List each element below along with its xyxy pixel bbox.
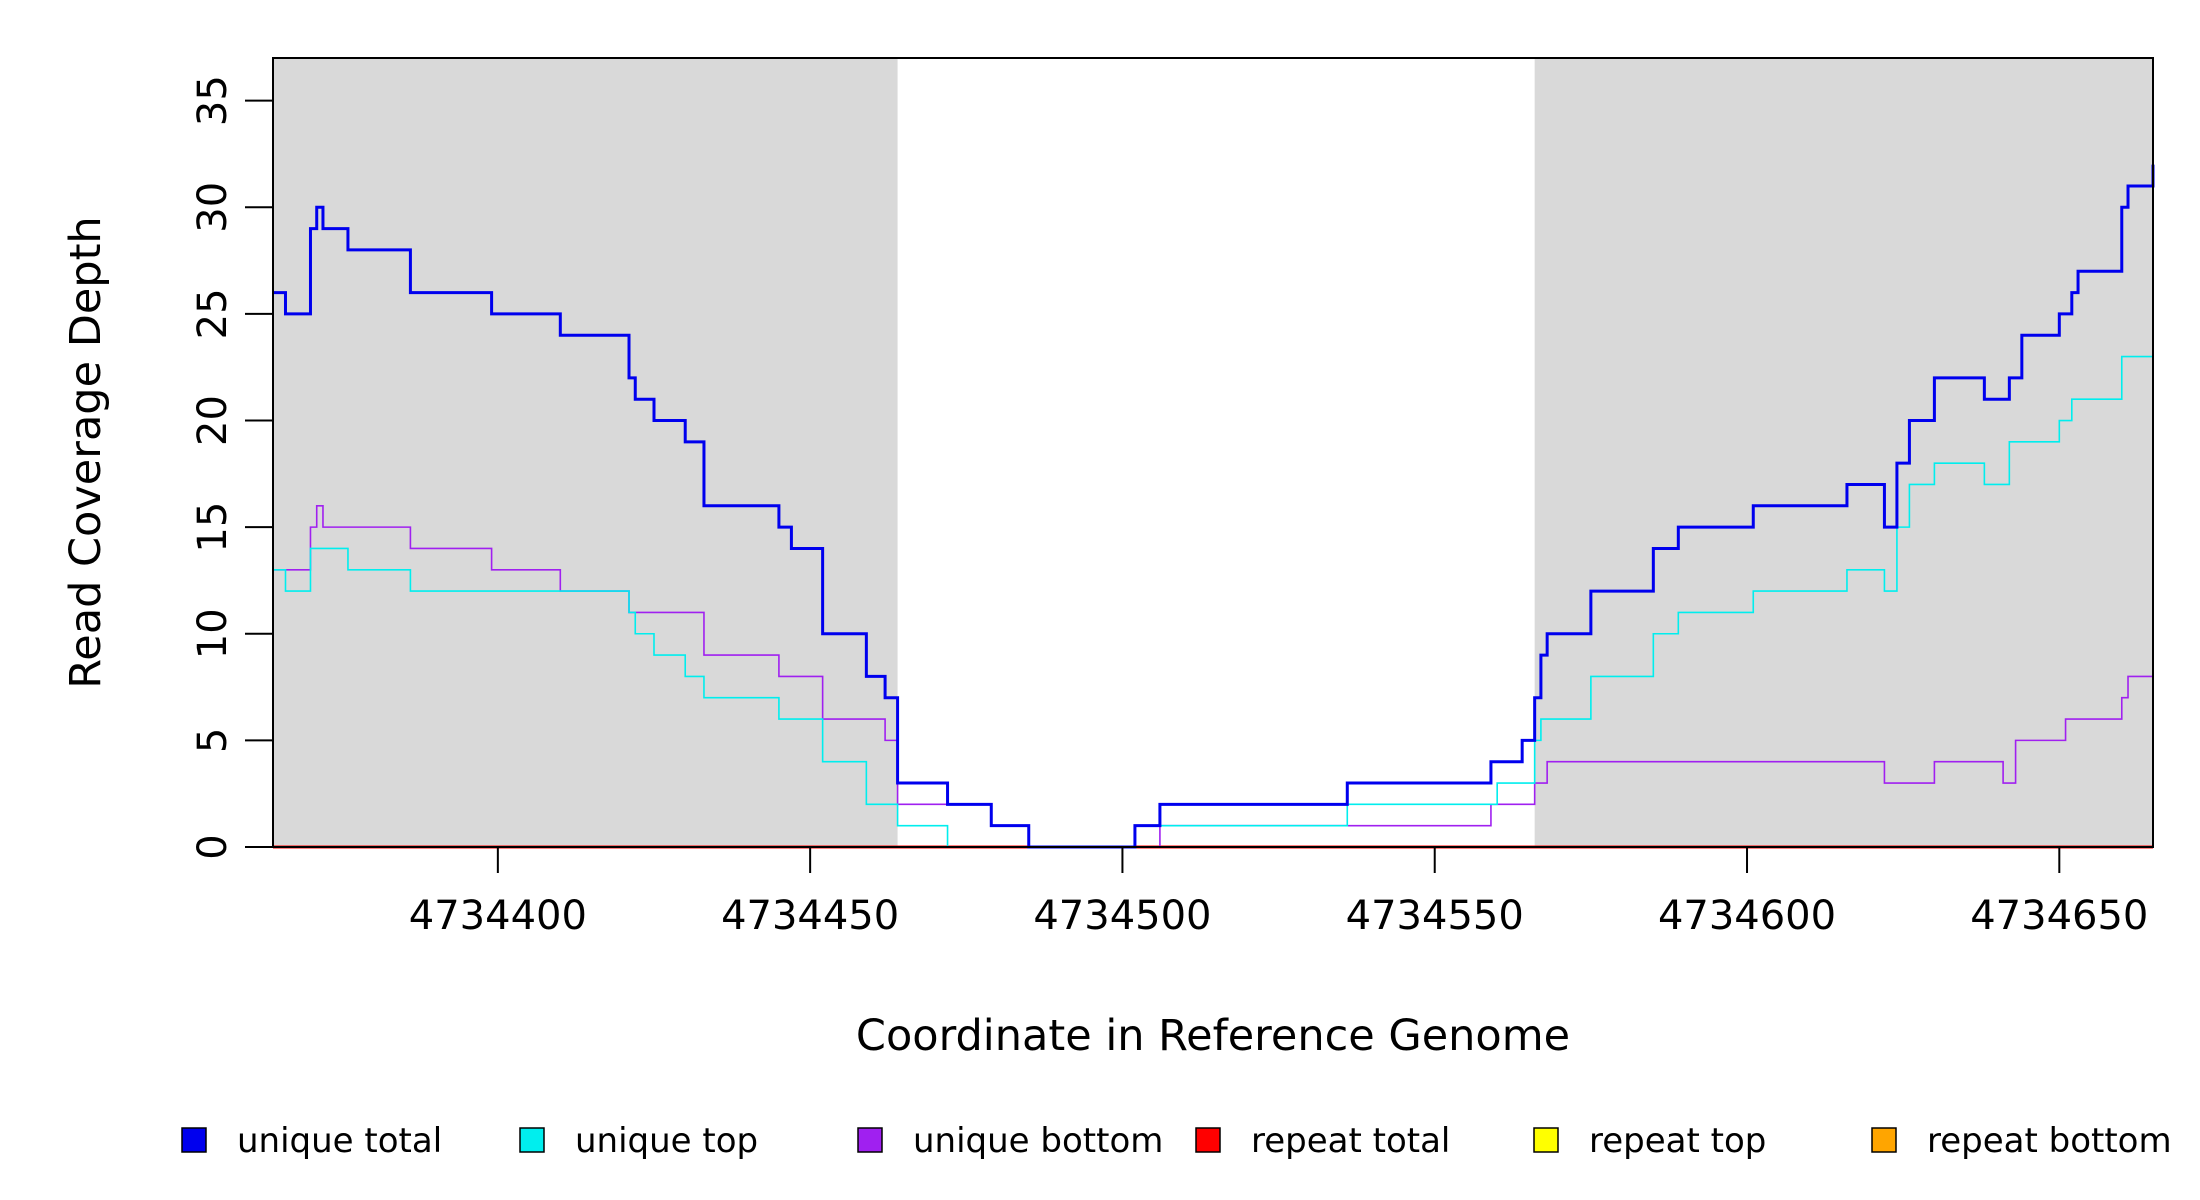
shaded-regions (273, 58, 2153, 847)
legend-label-repeat-top: repeat top (1589, 1121, 1766, 1161)
shaded-region-2 (1534, 58, 2153, 847)
y-tick-label-15: 15 (190, 502, 236, 553)
x-tick-label-4734550: 4734550 (1346, 893, 1524, 939)
legend-label-unique-total: unique total (237, 1121, 442, 1161)
y-tick-label-5: 5 (190, 728, 236, 753)
series-unique-top (273, 335, 2154, 848)
x-tick-label-4734600: 4734600 (1658, 893, 1836, 939)
shaded-region-1 (273, 58, 898, 847)
y-axis: 0 5 10 15 20 25 30 35 (190, 75, 273, 860)
x-tick-label-4734650: 4734650 (1970, 893, 2148, 939)
y-tick-label-10: 10 (190, 608, 236, 659)
y-tick-label-35: 35 (190, 75, 236, 126)
y-tick-label-25: 25 (190, 288, 236, 339)
x-tick-label-4734450: 4734450 (721, 893, 899, 939)
x-tick-label-4734500: 4734500 (1033, 893, 1211, 939)
plot-frame (272, 57, 2154, 848)
y-tick-label-0: 0 (190, 834, 236, 859)
y-axis-title: Read Coverage Depth (61, 216, 111, 688)
legend-label-unique-top: unique top (575, 1121, 758, 1161)
legend-swatch-repeat-total (1195, 1127, 1221, 1153)
x-axis-title: Coordinate in Reference Genome (856, 1011, 1570, 1061)
x-tick-label-4734400: 4734400 (409, 893, 587, 939)
series-unique-total (273, 164, 2155, 849)
legend-swatch-unique-top (519, 1127, 545, 1153)
legend-label-repeat-total: repeat total (1251, 1121, 1450, 1161)
y-tick-label-20: 20 (190, 395, 236, 446)
legend-label-unique-bottom: unique bottom (913, 1121, 1163, 1161)
legend-swatch-repeat-bottom (1871, 1127, 1897, 1153)
x-axis: 4734400 4734450 4734500 4734550 4734600 47346… (409, 847, 2148, 939)
legend-swatch-repeat-top (1533, 1127, 1559, 1153)
legend-swatch-unique-bottom (857, 1127, 883, 1153)
y-tick-label-30: 30 (190, 182, 236, 233)
legend-label-repeat-bottom: repeat bottom (1927, 1121, 2172, 1161)
legend-swatch-unique-total (181, 1127, 207, 1153)
legend: unique total unique top unique bottom repea… (181, 1121, 2172, 1161)
